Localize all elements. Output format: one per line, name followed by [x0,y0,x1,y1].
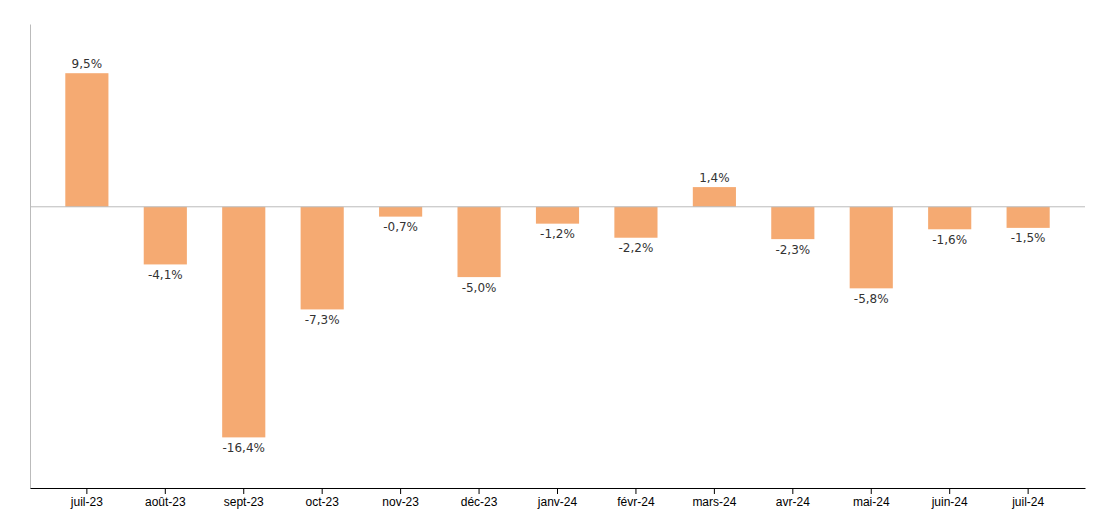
data-labels: 9,5% -4,1% -16,4% -7,3% -0,7% -5,0% -1,2% -2,2%… [72,57,1046,455]
x-tick-mark [479,488,480,494]
x-tick: juil-24 [1011,488,1044,509]
data-label: -2,3% [775,243,810,257]
bar [301,207,344,310]
x-tick: sept-23 [224,488,264,509]
x-tick: mars-24 [692,488,736,509]
data-label: -5,8% [854,292,889,306]
bars [30,73,1085,437]
data-label: -1,5% [1011,231,1046,245]
bar [850,207,893,289]
x-tick-mark [1028,488,1029,494]
x-tick-mark [714,488,715,494]
x-tick-label: août-23 [145,495,186,509]
x-tick-label: juil-23 [70,495,103,509]
x-tick: févr-24 [617,488,655,509]
x-tick: oct-23 [306,488,340,509]
bar [222,207,265,438]
data-label: 1,4% [699,171,730,185]
bar [928,207,971,229]
chart: juil-23 août-23 sept-23 oct-23 nov-23 déc-23 j… [0,0,1109,528]
x-tick-label: juin-24 [931,495,968,509]
x-tick-mark [635,488,636,494]
x-tick-mark [949,488,950,494]
bar [771,207,814,239]
bar [144,207,187,265]
data-label: -16,4% [223,441,265,455]
data-label: -0,7% [383,220,418,234]
x-tick: juin-24 [931,488,968,509]
data-label: -1,2% [540,227,575,241]
data-label: -4,1% [148,268,183,282]
x-tick-mark [557,488,558,494]
data-label: -1,6% [932,233,967,247]
x-tick-mark [86,488,87,494]
x-tick: juil-23 [70,488,103,509]
x-tick: mai-24 [853,488,890,509]
x-tick: janv-24 [537,488,578,509]
bar [614,207,657,238]
bar [536,207,579,224]
x-tick-mark [871,488,872,494]
bar [65,73,108,207]
x-tick: avr-24 [776,488,810,509]
y-axis-line [30,25,31,489]
bar [693,187,736,207]
x-tick-label: avr-24 [776,495,810,509]
x-tick-mark [322,488,323,494]
x-tick-label: juil-24 [1011,495,1044,509]
x-tick-label: févr-24 [617,495,655,509]
data-label: -7,3% [305,313,340,327]
plot: juil-23 août-23 sept-23 oct-23 nov-23 déc-23 j… [30,25,1086,509]
x-tick-label: nov-23 [382,495,419,509]
data-label: -2,2% [619,241,654,255]
x-axis: juil-23 août-23 sept-23 oct-23 nov-23 déc-23 j… [31,488,1086,509]
bar [379,207,422,217]
x-tick-mark [792,488,793,494]
x-tick: août-23 [145,488,186,509]
bar [1007,207,1050,228]
data-label: 9,5% [72,57,103,71]
x-tick-label: sept-23 [224,495,264,509]
x-tick-label: mai-24 [853,495,890,509]
baseline [30,206,1085,207]
data-label: -5,0% [462,281,497,295]
x-tick: nov-23 [382,488,419,509]
x-tick-label: mars-24 [692,495,736,509]
x-tick-mark [243,488,244,494]
y-axis [30,25,31,489]
x-tick-label: oct-23 [306,495,340,509]
x-tick-label: janv-24 [537,495,578,509]
x-tick-label: déc-23 [461,495,498,509]
x-tick-mark [400,488,401,494]
x-tick-mark [165,488,166,494]
bar [457,207,500,277]
x-tick: déc-23 [461,488,498,509]
